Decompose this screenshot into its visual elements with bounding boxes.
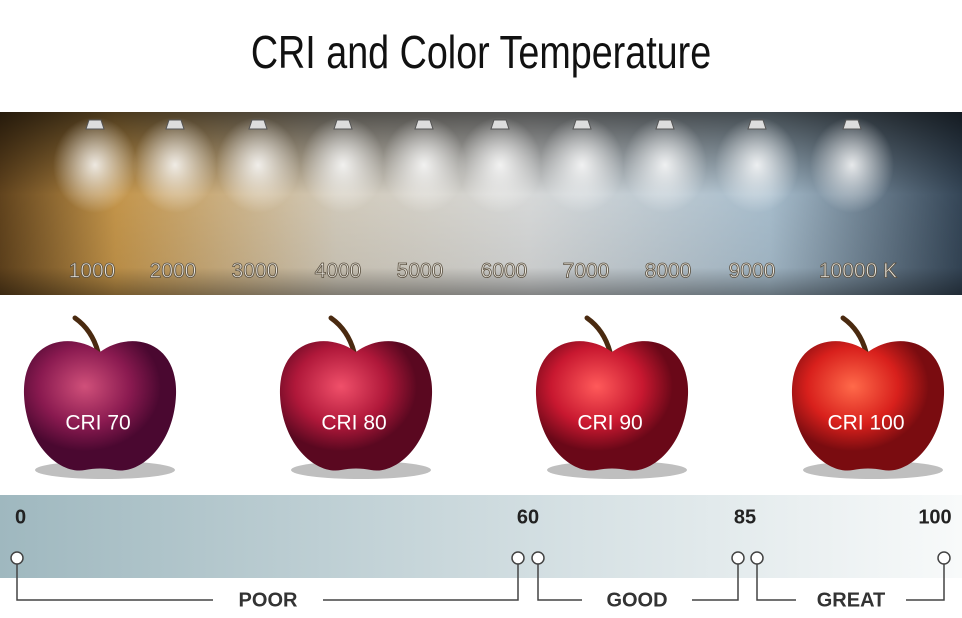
light-glow — [133, 117, 217, 213]
light-glow — [382, 117, 466, 213]
lamp — [490, 119, 510, 130]
apple — [791, 341, 945, 471]
scale-tick-label: 100 — [918, 506, 951, 528]
range-bracket — [16, 564, 519, 601]
lamp — [248, 119, 268, 130]
light-glow — [715, 117, 799, 213]
range-label: GREAT — [817, 589, 886, 611]
scale-tick-label: 85 — [734, 506, 756, 528]
range-label: POOR — [239, 589, 298, 611]
temperature-label: 2000 — [150, 260, 197, 283]
temperature-label: 9000 — [729, 260, 776, 283]
light-glow — [623, 117, 707, 213]
temperature-label: 7000 — [563, 260, 610, 283]
apples: CRI 70 CRI 80 CRI 90 CRI 100 — [23, 315, 945, 479]
lamp — [747, 119, 767, 130]
lamp — [165, 119, 185, 130]
lamps: 1000 2000 3000 4000 5000 6000 7000 8000 9000 1000… — [53, 117, 898, 283]
apple-stem — [584, 315, 613, 355]
temperature-label: 5000 — [397, 260, 444, 283]
range-end-marker — [511, 551, 525, 565]
range-end-marker — [937, 551, 951, 565]
apple-stem — [840, 315, 869, 355]
range-end-marker — [731, 551, 745, 565]
apple-label: CRI 90 — [577, 412, 642, 435]
light-glow — [810, 117, 894, 213]
apple-label: CRI 80 — [321, 412, 386, 435]
light-glow — [53, 117, 137, 213]
apple-stem — [72, 315, 101, 355]
light-glow — [216, 117, 300, 213]
lamp — [842, 119, 862, 130]
range-bracket — [756, 564, 945, 601]
temperature-label: 4000 — [315, 260, 362, 283]
light-glow — [458, 117, 542, 213]
lamp — [655, 119, 675, 130]
lamp — [333, 119, 353, 130]
lamp — [414, 119, 434, 130]
range-bracket — [537, 564, 739, 601]
range-label: GOOD — [606, 589, 667, 611]
lamp — [572, 119, 592, 130]
range-start-marker — [531, 551, 545, 565]
scale-bar — [0, 495, 962, 578]
lamp — [85, 119, 105, 130]
temperature-label: 3000 — [232, 260, 279, 283]
apple — [23, 341, 177, 471]
apple-label: CRI 70 — [65, 412, 130, 435]
temperature-label: 1000 — [69, 260, 116, 283]
temperature-label: 10000 K — [819, 260, 897, 283]
light-glow — [540, 117, 624, 213]
title: CRI and Color Temperature — [251, 27, 711, 78]
scale-tick-label: 60 — [517, 506, 539, 528]
apple — [279, 341, 433, 471]
apple-label: CRI 100 — [827, 412, 904, 435]
light-glow — [301, 117, 385, 213]
apple — [535, 341, 689, 471]
temperature-label: 6000 — [481, 260, 528, 283]
scale-tick-label: 0 — [15, 506, 26, 528]
scale: 0 60 85 100 POOR GOOD GREAT — [10, 506, 952, 611]
range-start-marker — [750, 551, 764, 565]
apple-stem — [328, 315, 357, 355]
temperature-label: 8000 — [645, 260, 692, 283]
range-start-marker — [10, 551, 24, 565]
